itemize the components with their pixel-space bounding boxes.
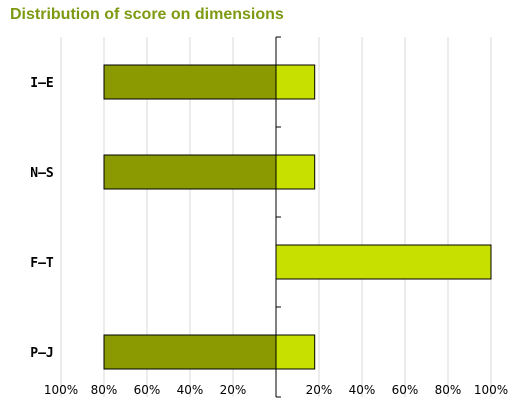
bar-left-1 bbox=[103, 154, 277, 190]
category-label: I–E bbox=[30, 76, 53, 91]
category-labels: I–E N–S F–T P–J bbox=[30, 76, 54, 361]
tick-labels: 100% 80% 60% 40% 20% 20% 40% 60% 80% 100% bbox=[44, 383, 508, 397]
tick-label: 60% bbox=[392, 383, 419, 397]
chart-title: Distribution of score on dimensions bbox=[10, 6, 284, 23]
bar-left-0 bbox=[103, 64, 277, 100]
tick-label: 20% bbox=[306, 383, 333, 397]
tick-label: 100% bbox=[474, 383, 508, 397]
tick-label: 80% bbox=[91, 383, 118, 397]
bar-right-2 bbox=[275, 244, 492, 280]
category-label: P–J bbox=[30, 346, 53, 361]
bar-right-0 bbox=[275, 64, 316, 100]
center-axis bbox=[275, 36, 281, 398]
tick-label: 20% bbox=[220, 383, 247, 397]
category-label: N–S bbox=[30, 166, 54, 181]
tick-label: 40% bbox=[177, 383, 204, 397]
bars bbox=[103, 64, 492, 370]
bar-left-3 bbox=[103, 334, 277, 370]
tick-label: 100% bbox=[44, 383, 78, 397]
tick-label: 40% bbox=[349, 383, 376, 397]
tick-label: 60% bbox=[134, 383, 161, 397]
bar-right-1 bbox=[275, 154, 316, 190]
bar-right-3 bbox=[275, 334, 316, 370]
category-label: F–T bbox=[30, 256, 54, 271]
tick-label: 80% bbox=[435, 383, 462, 397]
